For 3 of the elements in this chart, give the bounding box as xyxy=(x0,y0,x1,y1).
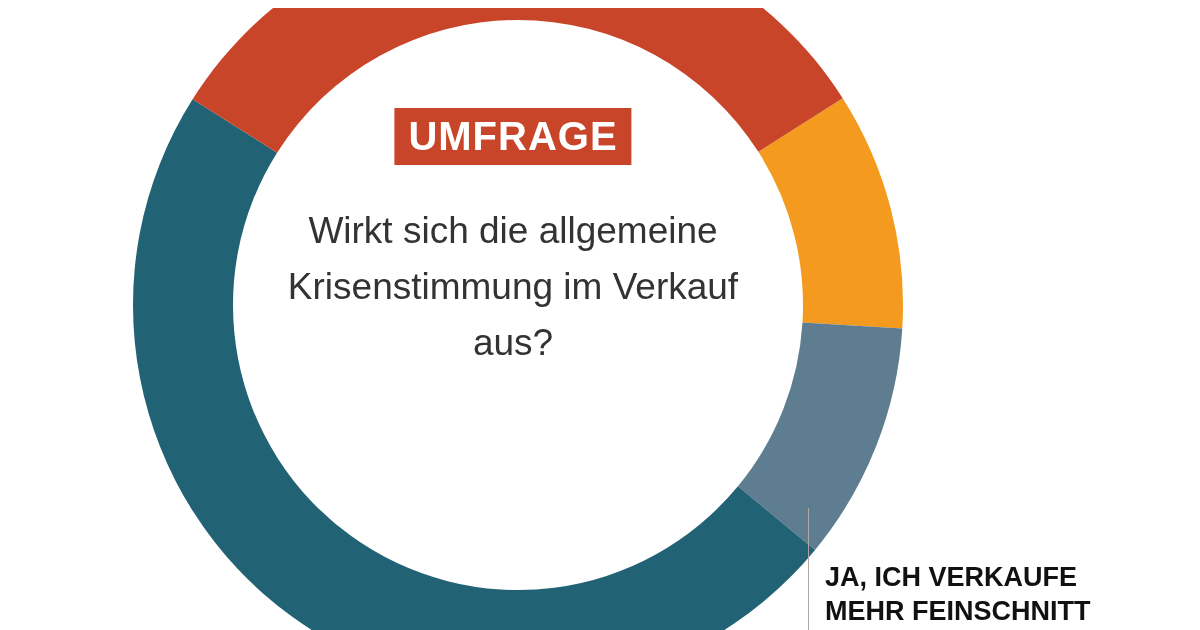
text: UMFRAGE xyxy=(394,108,632,165)
text: Wirkt sich die allgemeine Krisenstimmung im Verkauf aus? xyxy=(286,209,740,365)
slice-label: JA, ICH VERKAUFE MEHR FEINSCHNITT xyxy=(825,561,1092,628)
